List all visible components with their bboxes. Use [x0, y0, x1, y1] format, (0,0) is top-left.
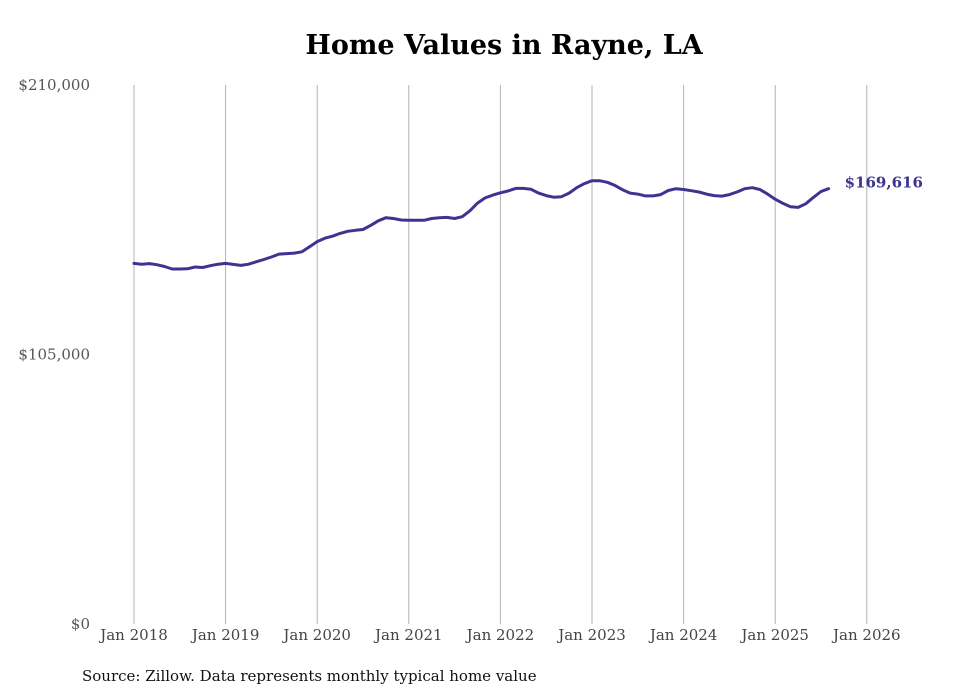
- x-tick-label: Jan 2023: [556, 626, 626, 644]
- x-tick-label: Jan 2019: [190, 626, 260, 644]
- chart-title: Home Values in Rayne, LA: [305, 30, 703, 61]
- x-tick-label: Jan 2022: [465, 626, 535, 644]
- end-value-label-group: $169,616: [845, 174, 923, 192]
- y-axis-tick-labels: $210,000 $105,000 $0: [18, 76, 90, 633]
- data-series: [132, 179, 831, 271]
- x-tick-label: Jan 2024: [648, 626, 718, 644]
- y-tick-label: $105,000: [18, 346, 90, 364]
- source-note: Source: Zillow. Data represents monthly …: [82, 667, 537, 685]
- y-tick-label: $0: [71, 615, 90, 633]
- x-tick-label: Jan 2021: [373, 626, 443, 644]
- vertical-gridlines: [133, 85, 868, 624]
- y-tick-label: $210,000: [18, 76, 90, 94]
- series-line: [132, 179, 831, 271]
- x-tick-label: Jan 2018: [98, 626, 168, 644]
- end-value-label: $169,616: [845, 174, 923, 192]
- x-tick-label: Jan 2020: [281, 626, 351, 644]
- x-tick-label: Jan 2026: [831, 626, 901, 644]
- x-tick-label: Jan 2025: [739, 626, 809, 644]
- x-axis-tick-labels: Jan 2018 Jan 2019 Jan 2020 Jan 2021 Jan 2022…: [98, 626, 900, 644]
